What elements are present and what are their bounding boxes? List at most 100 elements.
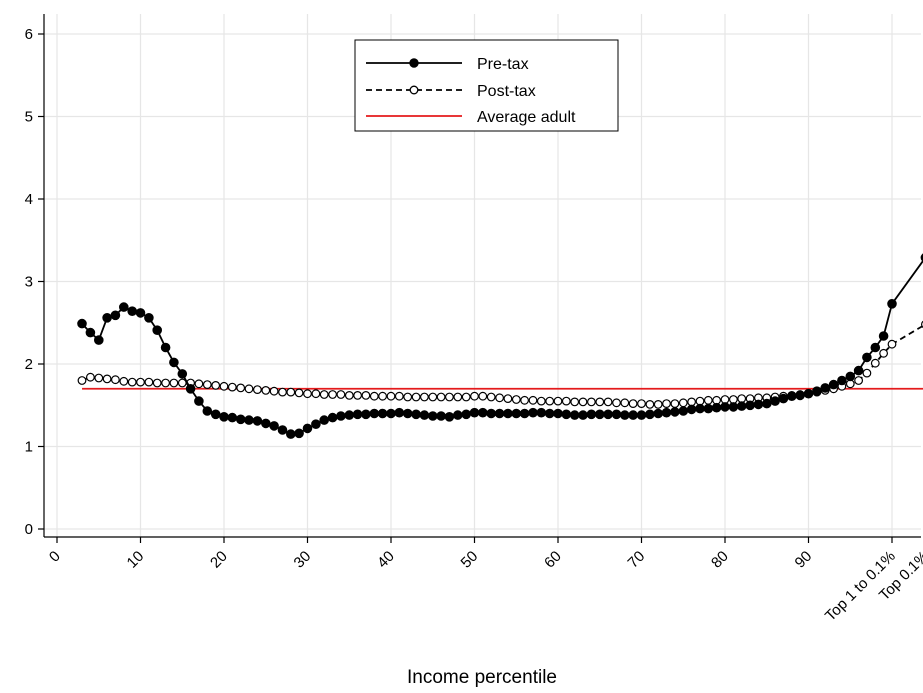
y-tick-label: 2 — [25, 356, 33, 373]
pre-tax-point — [561, 409, 572, 420]
post-tax-point — [478, 391, 488, 401]
post-tax-point — [862, 368, 872, 378]
post-tax-point — [144, 377, 154, 387]
pre-tax-point — [94, 335, 104, 345]
pre-tax-point — [544, 408, 555, 419]
y-ticks: 0 1 2 3 4 5 6 — [25, 26, 44, 538]
post-tax-point — [252, 385, 262, 395]
post-tax-point — [136, 377, 145, 387]
pre-tax-point — [169, 357, 179, 368]
post-tax-point — [85, 372, 95, 382]
legend-average-label: Average adult — [477, 109, 576, 126]
post-tax-point — [261, 386, 271, 395]
y-tick-label: 3 — [25, 274, 33, 291]
post-tax-point — [520, 395, 529, 405]
pre-tax-point — [110, 310, 121, 321]
pre-tax-point — [528, 407, 538, 418]
post-tax-point — [503, 394, 513, 404]
pre-tax-point — [762, 398, 772, 409]
axes — [43, 14, 921, 538]
pre-tax-point — [311, 419, 321, 430]
pre-tax-point — [160, 342, 171, 353]
post-tax-point — [536, 396, 546, 406]
pre-tax-point — [102, 313, 112, 323]
post-tax-point — [436, 392, 446, 402]
pre-tax-point — [352, 409, 363, 420]
x-tick-label: 80 — [708, 548, 732, 572]
legend-post-tax-marker — [409, 85, 419, 95]
post-tax-point — [495, 393, 505, 403]
pre-tax-point — [127, 306, 137, 317]
y-tick-label: 1 — [25, 439, 33, 456]
post-tax-point — [411, 392, 421, 402]
post-tax-point — [394, 391, 404, 401]
post-tax-point — [453, 392, 463, 402]
series-layer — [77, 253, 923, 439]
grid-lines — [44, 14, 921, 537]
pre-tax-point — [503, 408, 513, 419]
post-tax-point — [152, 378, 162, 388]
pre-tax-point — [361, 409, 371, 420]
pre-tax-point — [720, 402, 730, 412]
pre-tax-point — [703, 403, 714, 414]
pre-tax-point — [185, 384, 196, 394]
post-tax-point — [561, 396, 571, 406]
x-tick-label: 40 — [374, 548, 398, 572]
post-tax-point — [244, 384, 254, 394]
x-ticks: 0 10 20 30 40 50 60 70 80 90 Top 1 to 0.1%Top 0.1% — [46, 537, 923, 625]
pre-tax-point — [369, 408, 380, 419]
post-tax-point — [369, 391, 379, 401]
post-tax-point — [194, 379, 204, 389]
pre-tax-point — [302, 423, 313, 434]
post-tax-point — [169, 378, 179, 388]
pre-tax-point — [645, 409, 655, 420]
pre-tax-point — [386, 408, 396, 419]
x-tick-label: 20 — [207, 548, 231, 572]
pre-tax-point — [787, 391, 797, 402]
pre-tax-point — [595, 409, 605, 420]
post-tax-point — [278, 387, 287, 397]
x-tick-label: 30 — [291, 548, 315, 572]
post-tax-point — [428, 392, 438, 402]
post-tax-point — [127, 377, 137, 387]
pre-tax-point — [411, 409, 421, 420]
pre-tax-point — [695, 403, 705, 414]
post-tax-point — [353, 391, 363, 400]
pre-tax-point — [728, 402, 739, 412]
pre-tax-point — [536, 407, 547, 418]
post-tax-point — [737, 394, 747, 404]
pre-tax-point — [753, 399, 764, 410]
post-tax-point — [570, 397, 580, 407]
x-tick-label: 10 — [124, 548, 148, 572]
pre-tax-point — [294, 428, 304, 439]
pre-tax-point — [494, 408, 505, 419]
post-tax-point — [102, 374, 112, 384]
y-tick-label: 5 — [25, 109, 33, 126]
post-tax-point — [511, 395, 521, 404]
pre-tax-point — [661, 407, 672, 418]
post-tax-point — [311, 389, 321, 399]
post-tax-point — [344, 391, 354, 400]
legend: Pre-tax Post-tax Average adult — [354, 39, 619, 132]
post-tax-point — [403, 392, 413, 402]
pre-tax-point — [736, 401, 747, 411]
pre-tax-point — [828, 379, 839, 390]
pre-tax-point — [745, 400, 755, 411]
post-tax-point — [854, 376, 863, 385]
pre-tax-markers — [77, 253, 923, 439]
pre-tax-point — [837, 375, 847, 386]
pre-tax-point — [319, 415, 330, 425]
pre-tax-point — [461, 409, 472, 420]
pre-tax-point — [845, 371, 856, 382]
post-tax-point — [110, 375, 120, 385]
post-tax-point — [870, 358, 880, 368]
post-tax-point — [578, 397, 588, 407]
post-tax-point — [361, 391, 371, 400]
post-tax-point — [637, 399, 646, 409]
pre-tax-point — [336, 411, 346, 421]
pre-tax-point — [244, 415, 254, 425]
x-axis-title: Income percentile — [407, 667, 557, 688]
post-tax-point — [94, 373, 104, 383]
post-tax-point — [879, 348, 888, 358]
pre-tax-point — [795, 390, 805, 401]
